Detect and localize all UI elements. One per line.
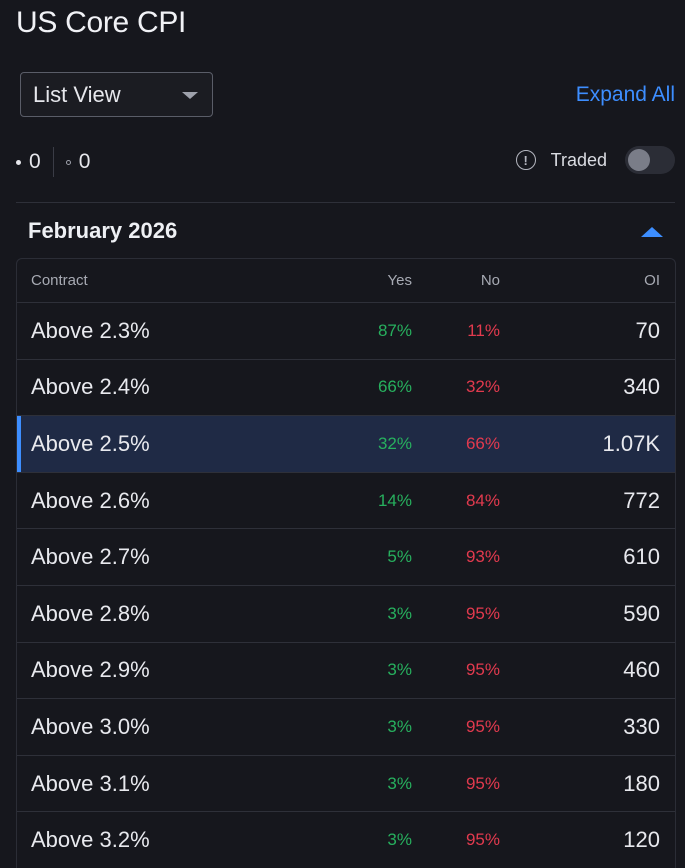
header-oi: OI	[644, 272, 660, 289]
no-price[interactable]: 95%	[465, 773, 500, 793]
section-title: February 2026	[28, 218, 178, 243]
traded-label: Traded	[550, 149, 607, 170]
table-row[interactable]: Above 3.1% 3% 95% 180	[17, 756, 675, 813]
table-row[interactable]: Above 2.8% 3% 95% 590	[17, 586, 675, 643]
header-no: No	[480, 272, 500, 289]
open-interest: 180	[623, 770, 660, 796]
yes-price[interactable]: 3%	[387, 773, 412, 793]
ring-dot-icon	[65, 159, 71, 165]
contract-name: Above 3.1%	[31, 770, 150, 796]
open-interest: 330	[623, 713, 660, 739]
yes-price[interactable]: 3%	[387, 716, 412, 736]
yes-price[interactable]: 3%	[387, 603, 412, 623]
table-row[interactable]: Above 2.6% 14% 84% 772	[17, 473, 675, 530]
no-price[interactable]: 95%	[465, 716, 500, 736]
open-interest: 590	[623, 600, 660, 626]
open-interest: 1.07K	[602, 430, 661, 456]
table-row[interactable]: Above 2.7% 5% 93% 610	[17, 529, 675, 586]
open-interest: 70	[635, 317, 660, 343]
divider	[52, 147, 54, 177]
open-interest: 772	[623, 487, 660, 513]
contract-name: Above 2.6%	[31, 487, 150, 513]
yes-price[interactable]: 3%	[387, 830, 412, 850]
contract-name: Above 2.3%	[31, 317, 150, 343]
open-interest: 120	[623, 827, 660, 853]
yes-price[interactable]: 14%	[377, 490, 412, 510]
no-price[interactable]: 66%	[465, 433, 500, 453]
page-title: US Core CPI	[16, 6, 187, 39]
filled-count: 0	[16, 150, 41, 174]
traded-filter: ! Traded	[515, 144, 675, 176]
header-contract: Contract	[31, 272, 88, 289]
view-select-value: List View	[33, 81, 121, 107]
view-select[interactable]: List View	[20, 72, 213, 117]
chevron-down-icon	[182, 92, 198, 99]
table-row[interactable]: Above 2.4% 66% 32% 340	[17, 360, 675, 417]
yes-price[interactable]: 5%	[387, 547, 412, 567]
contract-name: Above 2.5%	[31, 430, 150, 456]
no-price[interactable]: 95%	[465, 830, 500, 850]
table-row[interactable]: Above 2.9% 3% 95% 460	[17, 643, 675, 700]
section-divider	[16, 202, 675, 203]
contract-name: Above 2.9%	[31, 657, 150, 683]
no-price[interactable]: 32%	[465, 377, 500, 397]
toggle-knob	[628, 149, 650, 171]
filled-dot-icon	[16, 159, 21, 165]
chevron-up-icon[interactable]	[641, 227, 663, 237]
open-interest: 610	[623, 544, 660, 570]
expand-all-link[interactable]: Expand All	[575, 83, 675, 106]
contract-name: Above 3.0%	[31, 713, 150, 739]
open-interest: 460	[623, 657, 660, 683]
table-row[interactable]: Above 3.2% 3% 95% 120	[17, 812, 675, 868]
yes-price[interactable]: 32%	[377, 433, 412, 453]
table-header: Contract Yes No OI	[17, 259, 675, 303]
table-row[interactable]: Above 3.0% 3% 95% 330	[17, 699, 675, 756]
contract-name: Above 3.2%	[31, 827, 150, 853]
yes-price[interactable]: 87%	[377, 320, 412, 340]
no-price[interactable]: 95%	[465, 660, 500, 680]
yes-price[interactable]: 3%	[387, 660, 412, 680]
table-row-selected[interactable]: Above 2.5% 32% 66% 1.07K	[17, 416, 675, 473]
contract-name: Above 2.7%	[31, 544, 150, 570]
open-interest: 340	[623, 374, 660, 400]
info-circle-icon[interactable]: !	[515, 150, 536, 170]
no-price[interactable]: 93%	[465, 547, 500, 567]
no-price[interactable]: 84%	[465, 490, 500, 510]
no-price[interactable]: 11%	[467, 320, 500, 340]
contracts-table: Contract Yes No OI Above 2.3% 87% 11% 70…	[16, 258, 676, 868]
contract-name: Above 2.4%	[31, 374, 150, 400]
traded-toggle[interactable]	[625, 146, 675, 174]
no-price[interactable]: 95%	[465, 603, 500, 623]
yes-price[interactable]: 66%	[377, 377, 412, 397]
ring-count: 0	[65, 150, 91, 174]
table-row[interactable]: Above 2.3% 87% 11% 70	[17, 303, 675, 360]
count-indicators: 0 0	[16, 147, 90, 177]
header-yes: Yes	[387, 272, 412, 289]
contract-name: Above 2.8%	[31, 600, 150, 626]
filled-count-value: 0	[29, 150, 41, 173]
ring-count-value: 0	[78, 150, 91, 173]
